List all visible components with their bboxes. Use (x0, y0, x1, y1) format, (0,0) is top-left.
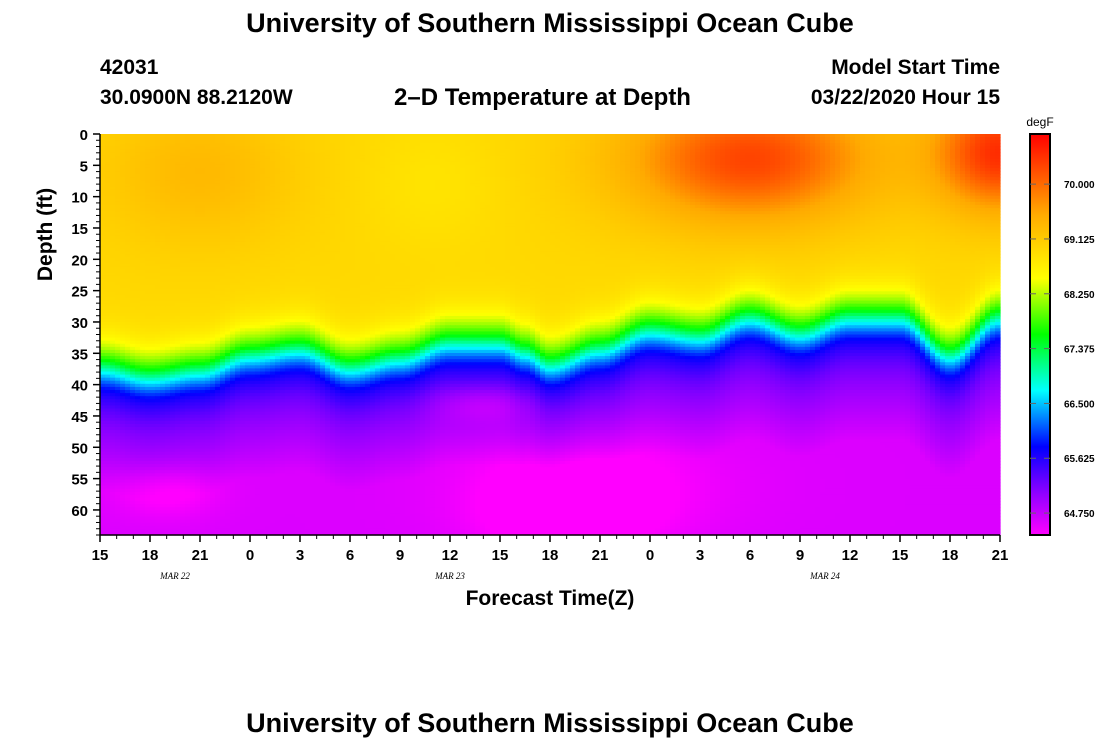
heatmap-layer (100, 134, 1001, 536)
temperature-depth-chart: 05101520253035404550556015 18 21 0 3 6 9 12 15 18… (0, 0, 1100, 750)
